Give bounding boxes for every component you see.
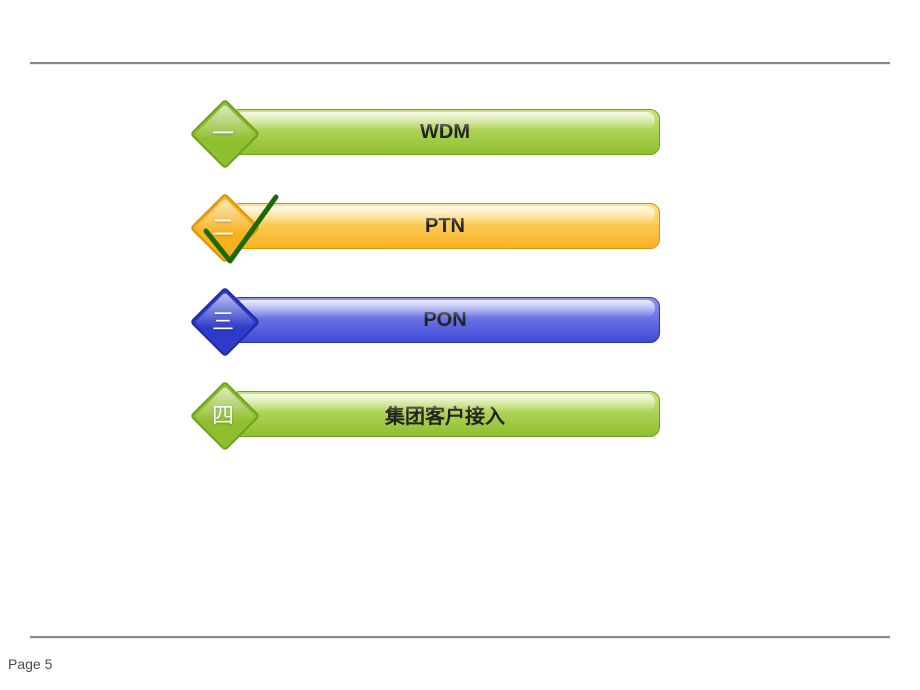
list-item: WDM 一 — [190, 105, 660, 159]
page-number: Page 5 — [8, 656, 52, 672]
numeral-diamond: 三 — [190, 287, 256, 353]
item-bar-pon: PON — [230, 297, 660, 343]
list-item: 集团客户接入 四 — [190, 387, 660, 441]
numeral-label: 四 — [190, 381, 256, 447]
toc-list: WDM 一 PTN 二 PON 三 集团客户接入 — [190, 105, 660, 481]
item-label: WDM — [420, 121, 470, 144]
item-bar-wdm: WDM — [230, 109, 660, 155]
numeral-label: 二 — [190, 193, 256, 259]
numeral-label: 一 — [190, 99, 256, 165]
numeral-diamond: 四 — [190, 381, 256, 447]
list-item: PTN 二 — [190, 199, 660, 253]
item-bar-group-access: 集团客户接入 — [230, 391, 660, 437]
bottom-rule — [30, 636, 890, 638]
item-label: 集团客户接入 — [385, 400, 505, 429]
numeral-diamond: 一 — [190, 99, 256, 165]
item-label: PTN — [425, 215, 465, 238]
item-bar-ptn: PTN — [230, 203, 660, 249]
numeral-label: 三 — [190, 287, 256, 353]
item-label: PON — [423, 309, 466, 332]
numeral-diamond: 二 — [190, 193, 256, 259]
top-rule — [30, 62, 890, 64]
list-item: PON 三 — [190, 293, 660, 347]
